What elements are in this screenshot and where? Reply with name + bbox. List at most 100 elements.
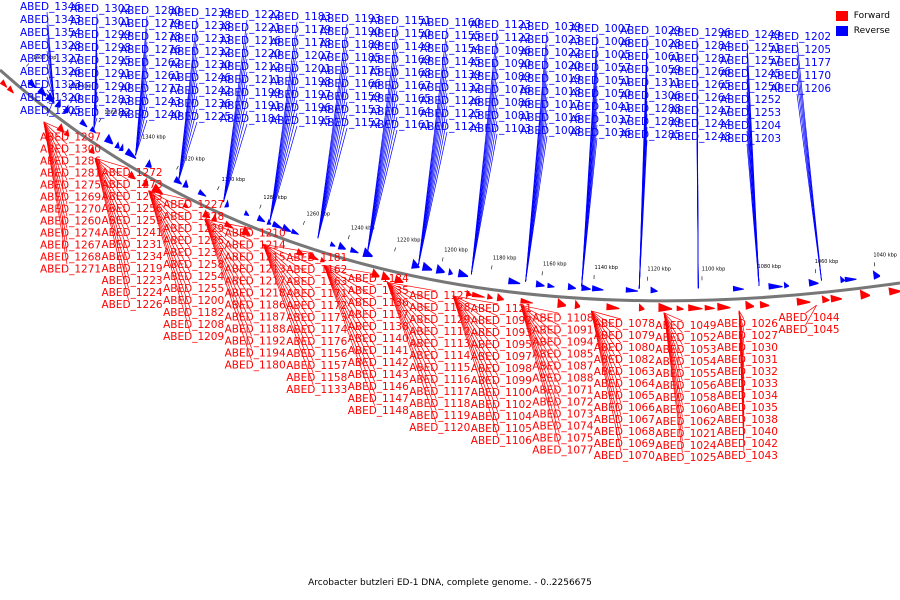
- gene-label-ABED_1071: ABED_1071: [532, 384, 593, 396]
- gene-label-ABED_1016: ABED_1016: [520, 112, 581, 124]
- gene-label-ABED_1134: ABED_1134: [348, 273, 409, 285]
- gene-label-ABED_1191: ABED_1191: [220, 100, 281, 112]
- gene-label-ABED_1224: ABED_1224: [102, 287, 163, 299]
- gene-arrow-80: [830, 294, 842, 303]
- gene-label-ABED_1122: ABED_1122: [470, 32, 531, 44]
- leader-ABED_1153: [317, 114, 348, 239]
- leader-ABED_1229: [148, 190, 191, 225]
- leader-ABED_1142: [323, 265, 376, 358]
- gene-label-ABED_1166: ABED_1166: [320, 78, 381, 90]
- gene-label-ABED_1136: ABED_1136: [348, 297, 409, 309]
- gene-arrow-36: [308, 252, 319, 261]
- legend-reverse-label: Reverse: [853, 25, 890, 36]
- scale-tick-mark-11: [491, 265, 493, 270]
- leader-ABED_1286: [43, 121, 68, 157]
- gene-label-ABED_1042: ABED_1042: [717, 438, 778, 450]
- gene-label-ABED_1093: ABED_1093: [471, 327, 532, 339]
- leader-ABED_1102: [452, 295, 499, 401]
- gene-arrow-47: [435, 264, 445, 274]
- gene-arrow-45: [411, 258, 420, 269]
- gene-label-ABED_1155: ABED_1155: [420, 30, 481, 42]
- gene-arrow-29: [241, 225, 251, 236]
- leader-ABED_1125: [418, 118, 448, 265]
- gene-label-ABED_1187: ABED_1187: [225, 312, 286, 324]
- gene-label-ABED_1285: ABED_1285: [620, 129, 681, 141]
- gene-label-ABED_1006: ABED_1006: [570, 36, 631, 48]
- scale-tick-label-15: 1100 kbp: [702, 266, 726, 272]
- gene-label-ABED_1275: ABED_1275: [40, 179, 101, 191]
- gene-label-ABED_1050: ABED_1050: [570, 88, 631, 100]
- gene-arrow-0: [0, 79, 8, 88]
- leader-ABED_1119: [386, 282, 437, 411]
- leader-ABED_1197: [269, 99, 298, 222]
- gene-arrow-79: [821, 295, 830, 304]
- gene-label-ABED_1032: ABED_1032: [717, 366, 778, 378]
- leader-ABED_1099: [452, 295, 499, 377]
- leader-ABED_1044: [805, 304, 817, 314]
- gene-label-ABED_1078: ABED_1078: [594, 318, 655, 330]
- leader-ABED_1297: [43, 121, 68, 133]
- leader-ABED_1126: [418, 105, 448, 265]
- gene-label-ABED_1284: ABED_1284: [670, 40, 731, 52]
- gene-label-ABED_1227: ABED_1227: [163, 199, 224, 211]
- leader-ABED_1194: [204, 219, 252, 349]
- leader-ABED_1178: [269, 47, 298, 222]
- gene-label-ABED_1068: ABED_1068: [594, 426, 655, 438]
- gene-label-ABED_1036: ABED_1036: [570, 127, 631, 139]
- gene-arrow-50: [465, 289, 472, 297]
- gene-arrow-5: [54, 98, 61, 108]
- gene-arrow-22: [182, 202, 189, 209]
- leader-ABED_1173: [262, 244, 314, 314]
- leader-ABED_1195: [269, 125, 298, 222]
- gene-arrow-72: [732, 285, 744, 292]
- gene-label-ABED_1044: ABED_1044: [779, 312, 840, 324]
- gene-label-ABED_1212: ABED_1212: [220, 61, 281, 73]
- gene-arrow-59: [567, 282, 576, 291]
- gene-label-ABED_1127: ABED_1127: [409, 290, 470, 302]
- scale-tick-label-11: 1180 kbp: [493, 255, 517, 261]
- gene-arrow-1: [6, 85, 14, 94]
- gene-label-ABED_1172: ABED_1172: [286, 300, 347, 312]
- leader-ABED_1071: [520, 305, 560, 386]
- scale-tick-mark-5: [217, 186, 220, 191]
- leader-ABED_1235: [148, 190, 191, 237]
- gene-label-ABED_1094: ABED_1094: [532, 336, 593, 348]
- leader-ABED_1103: [470, 133, 498, 275]
- leader-ABED_1087: [520, 305, 560, 362]
- gene-arrow-69: [688, 304, 703, 312]
- leader-ABED_1080: [591, 310, 622, 344]
- gene-arrow-58: [557, 298, 566, 308]
- leader-ABED_1052: [663, 312, 683, 334]
- forward-swatch: [835, 10, 848, 21]
- gene-label-ABED_1291: ABED_1291: [70, 68, 131, 80]
- gene-arrow-2: [27, 78, 36, 89]
- leader-ABED_1104: [452, 295, 499, 413]
- leader-ABED_1255: [148, 190, 191, 285]
- gene-label-ABED_1026: ABED_1026: [717, 318, 778, 330]
- leader-ABED_1199: [223, 97, 248, 202]
- gene-arrow-24: [202, 209, 211, 219]
- leader-ABED_1127: [387, 282, 437, 292]
- leader-ABED_1064: [590, 310, 622, 380]
- leader-ABED_1230: [178, 69, 198, 180]
- leader-ABED_1124: [418, 131, 448, 265]
- gene-label-ABED_1264: ABED_1264: [670, 92, 731, 104]
- gene-label-ABED_1192: ABED_1192: [225, 336, 286, 348]
- gene-label-ABED_1167: ABED_1167: [370, 80, 431, 92]
- gene-label-ABED_1198: ABED_1198: [270, 76, 331, 88]
- gene-arrow-26: [224, 199, 229, 208]
- leader-ABED_1146: [323, 265, 376, 382]
- leader-ABED_1261: [135, 80, 148, 156]
- gene-label-ABED_1323: ABED_1323: [20, 79, 81, 91]
- gene-arrow-14: [118, 143, 124, 152]
- leader-ABED_1098: [452, 295, 499, 365]
- gene-arrow-57: [547, 282, 555, 289]
- gene-label-ABED_1098: ABED_1098: [471, 363, 532, 375]
- gene-label-ABED_1263: ABED_1263: [102, 191, 163, 203]
- gene-label-ABED_1106: ABED_1106: [471, 435, 532, 447]
- gene-arrow-62: [591, 285, 604, 292]
- gene-label-ABED_1211: ABED_1211: [220, 74, 281, 86]
- leader-ABED_1281: [43, 121, 68, 169]
- leader-ABED_1209: [148, 190, 191, 333]
